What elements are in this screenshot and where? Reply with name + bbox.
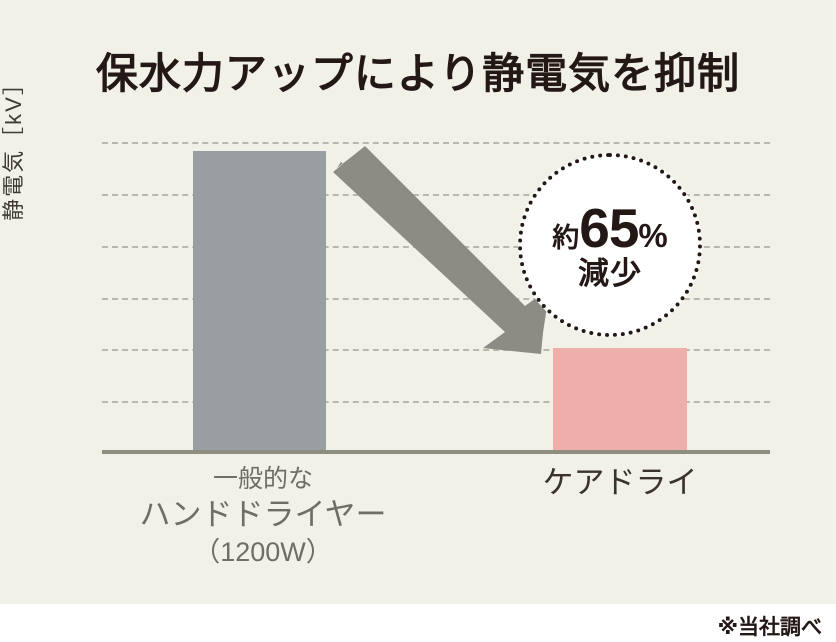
badge-primary-line: 約 65 % [552,201,668,256]
page-title: 保水力アップにより静電気を抑制 [95,50,741,97]
footnote-text: ※当社調べ [717,616,822,639]
y-axis-label: 静電気［kV］ [1,71,26,221]
x-label-caredry: ケアドライ [542,465,698,500]
footnote-strip: ※当社調べ [0,604,836,642]
x-label-generic-line3: （1200W） [193,536,333,567]
bar-generic-hand-dryer [193,151,326,452]
badge-prefix: 約 [552,223,580,253]
x-label-generic-line2: ハンドドライヤー [139,497,387,532]
badge-percent-sign: % [638,217,668,254]
gridline-1 [102,401,770,403]
badge-number: 65 [579,197,639,259]
x-axis-baseline [102,450,770,454]
x-label-generic-line1: 一般的な [212,465,313,493]
gridline-6 [102,142,770,144]
badge-suffix: 減少 [578,256,642,291]
x-label-generic-hand-dryer: 一般的な ハンドドライヤー （1200W） [73,463,453,569]
bar-caredry [553,348,687,452]
reduction-badge: 約 65 % 減少 [518,153,702,337]
